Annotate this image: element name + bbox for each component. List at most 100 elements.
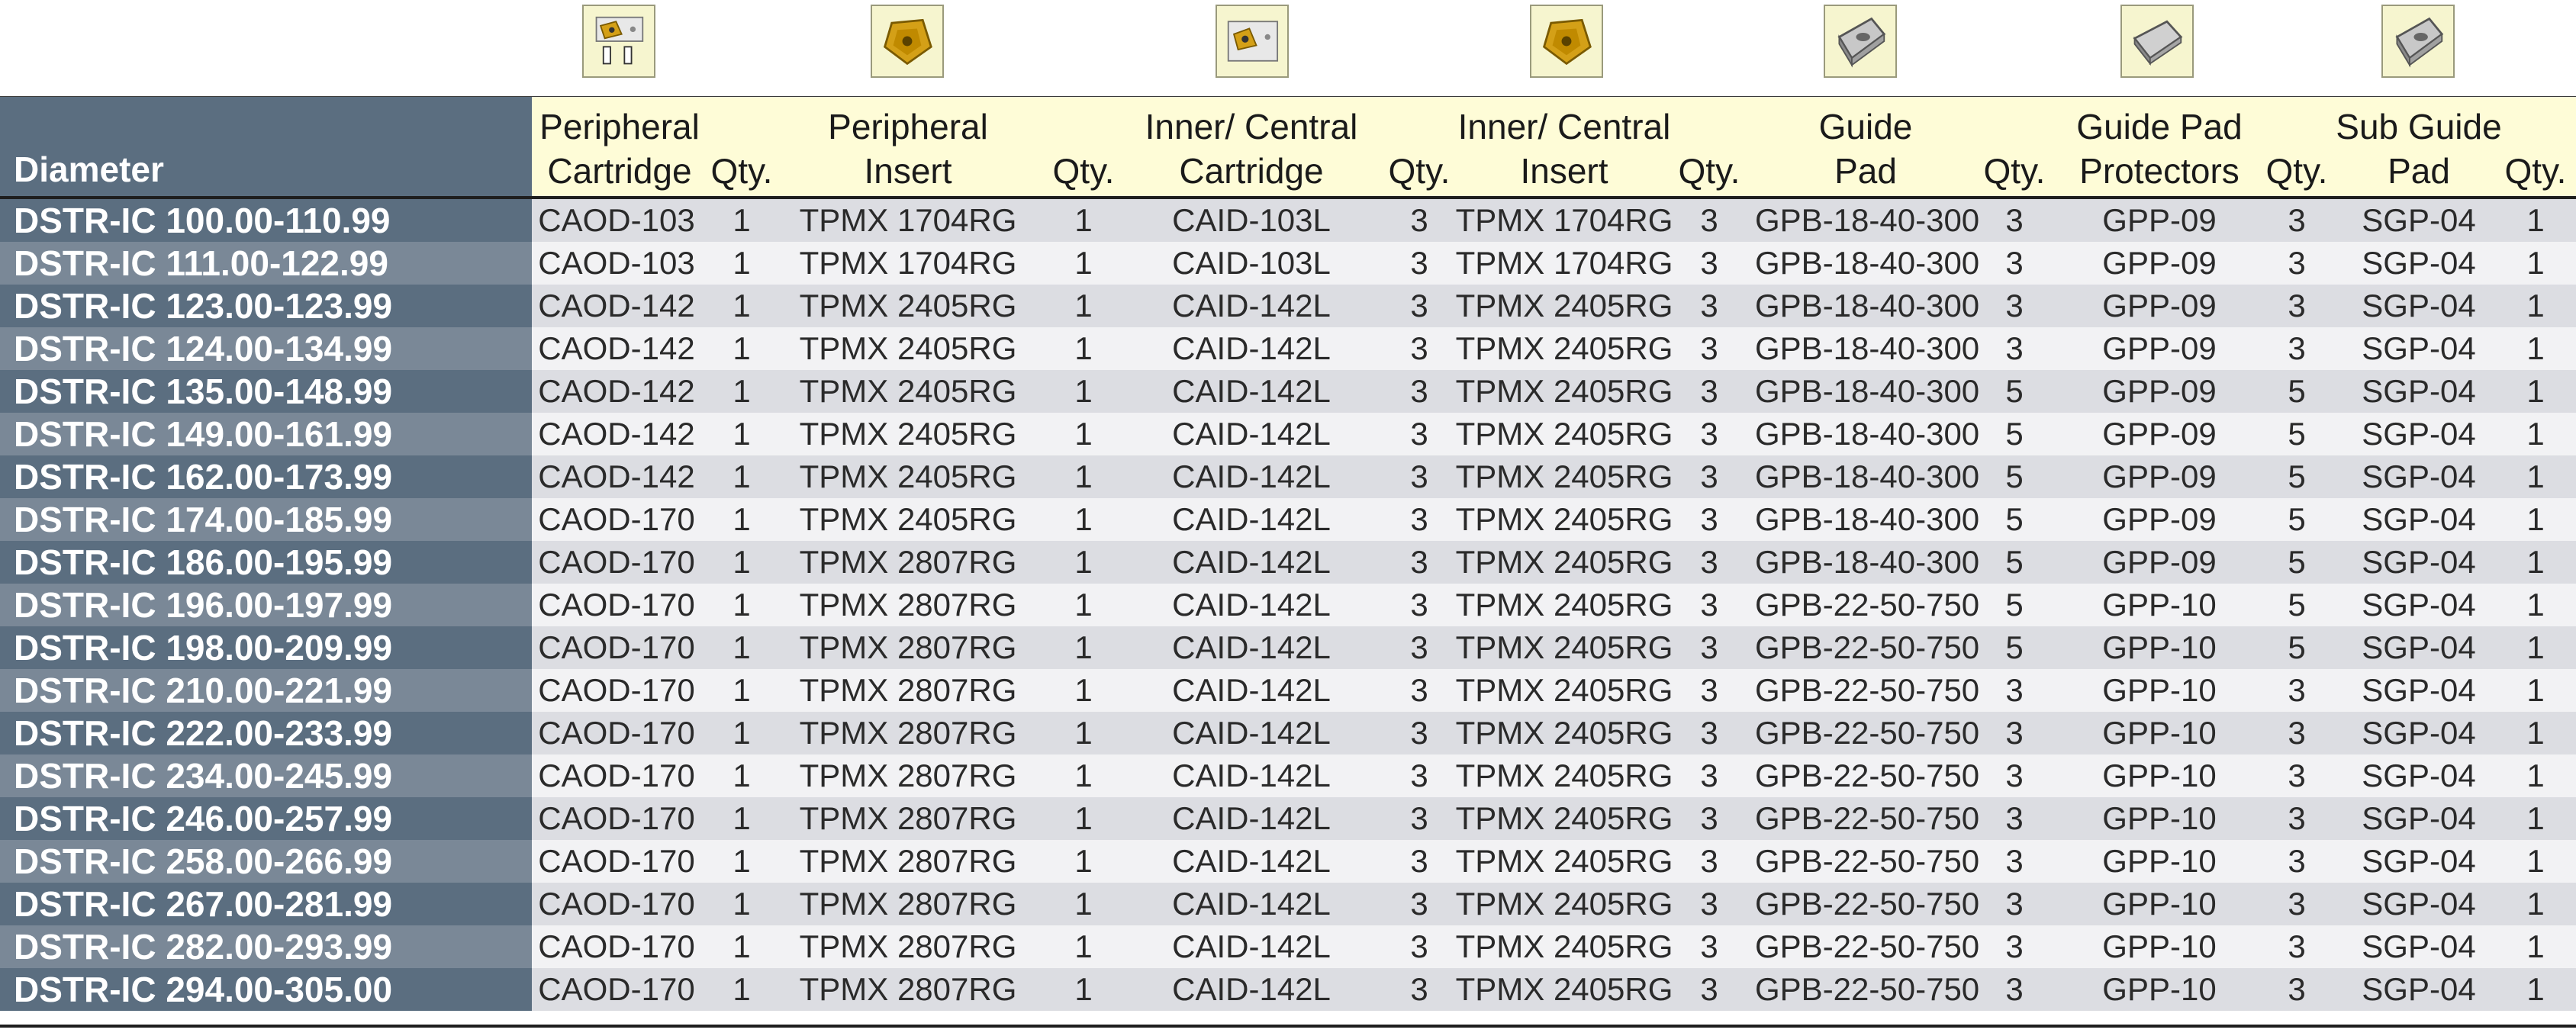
guide-pad-cell: GPB-22-50-750 [1755, 843, 1980, 879]
qty-cell: 3 [2288, 843, 2306, 879]
inner-central-insert-cell: TPMX 2405RG [1455, 800, 1673, 836]
guide-pad-cell: GPB-18-40-300 [1755, 330, 1980, 366]
inner-central-insert-icon [1530, 5, 1603, 78]
inner-central-cartridge-cell: CAID-142L [1172, 458, 1331, 494]
qty-cell: 3 [2288, 928, 2306, 964]
qty-cell: 3 [1700, 288, 1718, 323]
qty-cell: 3 [1700, 544, 1718, 580]
qty-cell: 3 [2288, 202, 2306, 238]
col-header-qty: Qty. [1983, 151, 2046, 191]
qty-cell: 1 [2526, 587, 2545, 623]
sub-guide-pad-cell: SGP-04 [2362, 416, 2476, 452]
peripheral-insert-cell: TPMX 2405RG [799, 458, 1017, 494]
qty-cell: 3 [1700, 928, 1718, 964]
qty-cell: 3 [2005, 288, 2024, 323]
table-row: DSTR-IC 258.00-266.99 CAOD-170 1 TPMX 2807R… [0, 840, 2576, 883]
inner-central-insert-cell: TPMX 2405RG [1455, 288, 1673, 323]
guide-pad-protectors-cell: GPP-09 [2102, 416, 2217, 452]
qty-cell: 3 [1410, 245, 1428, 281]
table-row: DSTR-IC 282.00-293.99 CAOD-170 1 TPMX 2807R… [0, 925, 2576, 968]
qty-cell: 3 [2288, 886, 2306, 922]
inner-central-cartridge-cell: CAID-142L [1172, 587, 1331, 623]
guide-pad-cell: GPB-22-50-750 [1755, 800, 1980, 836]
peripheral-insert-cell: TPMX 2807RG [799, 672, 1017, 708]
table-row: DSTR-IC 267.00-281.99 CAOD-170 1 TPMX 2807R… [0, 883, 2576, 925]
qty-cell: 5 [2288, 629, 2306, 665]
table-row: DSTR-IC 123.00-123.99 CAOD-142 1 TPMX 2405R… [0, 285, 2576, 327]
peripheral-cartridge-cell: CAOD-103 [538, 202, 695, 238]
qty-cell: 3 [1410, 629, 1428, 665]
peripheral-cartridge-cell: CAOD-170 [538, 758, 695, 793]
qty-cell: 1 [2526, 288, 2545, 323]
guide-pad-protectors-cell: GPP-10 [2102, 672, 2217, 708]
peripheral-insert-icon [871, 5, 944, 78]
guide-pad-protectors-cell: GPP-09 [2102, 202, 2217, 238]
col-header-inner-central-insert: Inner/ Central Insert [1457, 107, 1671, 191]
peripheral-insert-cell: TPMX 2807RG [799, 843, 1017, 879]
qty-cell: 3 [1700, 245, 1718, 281]
sub-guide-pad-cell: SGP-04 [2362, 758, 2476, 793]
col-header-qty: Qty. [1052, 151, 1115, 191]
sub-guide-pad-cell: SGP-04 [2362, 672, 2476, 708]
diameter-cell: DSTR-IC 135.00-148.99 [0, 370, 532, 413]
qty-cell: 3 [1410, 373, 1428, 409]
qty-cell: 1 [2526, 928, 2545, 964]
sub-guide-pad-cell: SGP-04 [2362, 544, 2476, 580]
inner-central-insert-cell: TPMX 2405RG [1455, 886, 1673, 922]
qty-cell: 1 [733, 715, 751, 751]
peripheral-cartridge-cell: CAOD-170 [538, 800, 695, 836]
inner-central-cartridge-cell: CAID-142L [1172, 330, 1331, 366]
sub-guide-pad-icon [2381, 5, 2455, 78]
qty-cell: 5 [2005, 373, 2024, 409]
inner-central-cartridge-cell: CAID-103L [1172, 202, 1331, 238]
table-row: DSTR-IC 196.00-197.99 CAOD-170 1 TPMX 2807R… [0, 584, 2576, 626]
qty-cell: 1 [2526, 758, 2545, 793]
inner-central-insert-cell: TPMX 2405RG [1455, 373, 1673, 409]
col-header-inner-central-cartridge: Inner/ Central Cartridge [1145, 107, 1358, 191]
sub-guide-pad-cell: SGP-04 [2362, 971, 2476, 1007]
qty-cell: 1 [733, 843, 751, 879]
qty-cell: 3 [2005, 330, 2024, 366]
qty-cell: 3 [1700, 800, 1718, 836]
guide-pad-cell: GPB-22-50-750 [1755, 971, 1980, 1007]
qty-cell: 3 [1700, 629, 1718, 665]
inner-central-cartridge-cell: CAID-142L [1172, 928, 1331, 964]
inner-central-cartridge-cell: CAID-142L [1172, 758, 1331, 793]
qty-cell: 3 [1700, 416, 1718, 452]
peripheral-insert-cell: TPMX 2807RG [799, 971, 1017, 1007]
diameter-cell: DSTR-IC 210.00-221.99 [0, 669, 532, 712]
inner-central-insert-cell: TPMX 2405RG [1455, 458, 1673, 494]
qty-cell: 3 [2005, 843, 2024, 879]
qty-cell: 1 [733, 928, 751, 964]
guide-pad-protectors-cell: GPP-10 [2102, 843, 2217, 879]
qty-cell: 3 [2005, 886, 2024, 922]
qty-cell: 1 [2526, 202, 2545, 238]
peripheral-insert-cell: TPMX 2405RG [799, 330, 1017, 366]
peripheral-cartridge-cell: CAOD-170 [538, 928, 695, 964]
sub-guide-pad-cell: SGP-04 [2362, 288, 2476, 323]
qty-cell: 3 [1700, 715, 1718, 751]
qty-cell: 1 [1074, 800, 1093, 836]
qty-cell: 3 [1410, 843, 1428, 879]
peripheral-insert-cell: TPMX 2807RG [799, 587, 1017, 623]
inner-central-cartridge-cell: CAID-142L [1172, 544, 1331, 580]
qty-cell: 3 [2005, 928, 2024, 964]
inner-central-insert-cell: TPMX 2405RG [1455, 330, 1673, 366]
qty-cell: 1 [1074, 672, 1093, 708]
qty-cell: 3 [2288, 758, 2306, 793]
qty-cell: 3 [2288, 330, 2306, 366]
qty-cell: 1 [2526, 245, 2545, 281]
qty-cell: 3 [1700, 672, 1718, 708]
col-header-guide-pad-protectors: Guide Pad Protectors [2076, 107, 2243, 191]
qty-cell: 1 [2526, 672, 2545, 708]
peripheral-insert-cell: TPMX 2807RG [799, 629, 1017, 665]
peripheral-cartridge-cell: CAOD-170 [538, 544, 695, 580]
guide-pad-protectors-cell: GPP-09 [2102, 330, 2217, 366]
qty-cell: 3 [1410, 458, 1428, 494]
sub-guide-pad-cell: SGP-04 [2362, 886, 2476, 922]
inner-central-insert-cell: TPMX 2405RG [1455, 928, 1673, 964]
peripheral-cartridge-cell: CAOD-103 [538, 245, 695, 281]
sub-guide-pad-cell: SGP-04 [2362, 843, 2476, 879]
guide-pad-icon [1824, 5, 1897, 78]
peripheral-cartridge-cell: CAOD-170 [538, 501, 695, 537]
